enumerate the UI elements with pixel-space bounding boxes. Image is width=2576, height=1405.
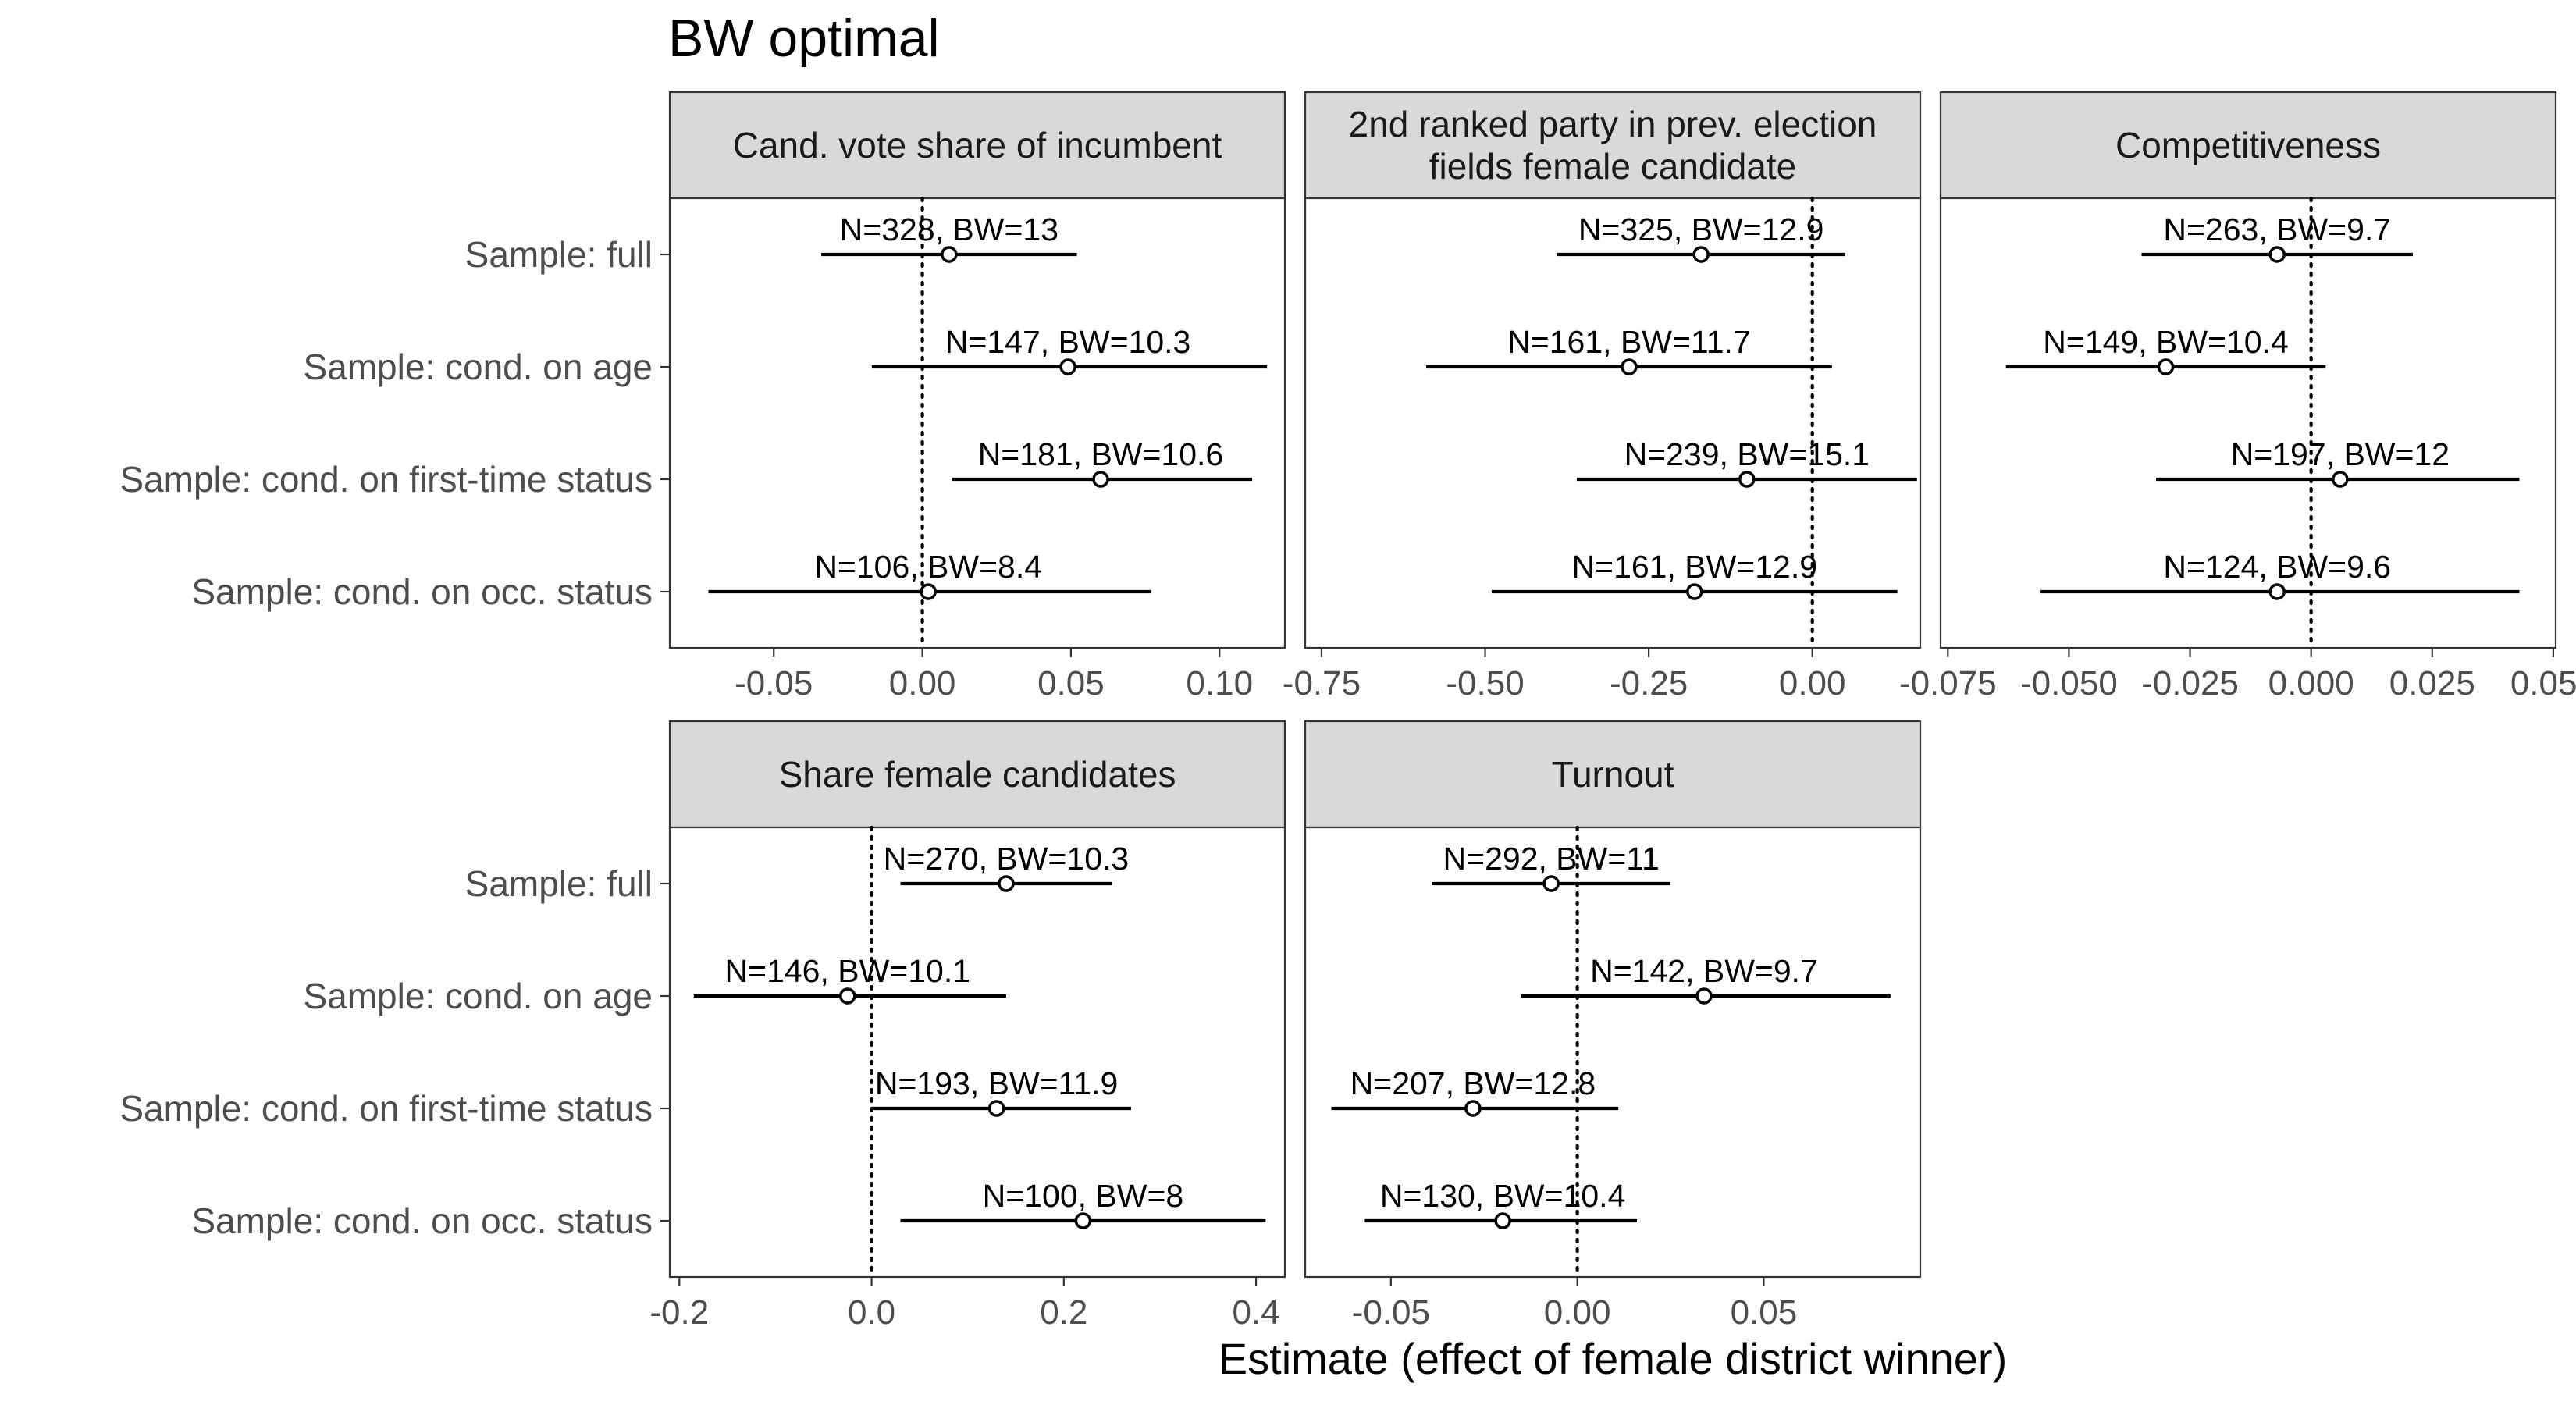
data-label: N=100, BW=8 <box>983 1178 1184 1214</box>
y-tick-label: Sample: full <box>465 234 653 275</box>
point-estimate <box>1092 471 1109 488</box>
point-estimate <box>941 246 958 263</box>
point-estimate <box>1695 987 1713 1005</box>
x-axis-title: Estimate (effect of female district winn… <box>1219 1334 2007 1383</box>
data-label: N=193, BW=11.9 <box>875 1065 1118 1101</box>
facet-strip-label: Cand. vote share of incumbent <box>733 125 1222 165</box>
x-tick-label: -0.05 <box>735 664 813 702</box>
x-tick-label: -0.50 <box>1446 664 1524 702</box>
x-tick-label: 0.2 <box>1040 1293 1087 1332</box>
x-tick-label: 0.4 <box>1232 1293 1279 1332</box>
point-estimate <box>2332 471 2349 488</box>
point-estimate <box>2268 583 2286 600</box>
facet-strip-label: Competitiveness <box>2115 125 2381 165</box>
facet-strip <box>1304 91 1922 200</box>
x-tick-label: 0.0 <box>848 1293 895 1332</box>
point-estimate <box>839 987 856 1005</box>
facet-panel: 2nd ranked party in prev. electionfields… <box>1283 91 1922 702</box>
facet-panel: Share female candidates -0.2 0.0 0.2 0.4 Samp… <box>119 720 1286 1332</box>
point-estimate <box>1542 875 1560 892</box>
data-label: N=325, BW=12.9 <box>1578 212 1824 247</box>
x-tick-label: -0.050 <box>2020 664 2118 702</box>
data-label: N=207, BW=12.8 <box>1350 1065 1596 1101</box>
data-label: N=328, BW=13 <box>840 212 1059 247</box>
panel-background <box>668 826 1286 1279</box>
y-tick-label: Sample: cond. on first-time status <box>119 459 653 500</box>
x-tick-label: -0.075 <box>1899 664 1997 702</box>
x-tick-label: 0.05 <box>1731 1293 1798 1332</box>
x-tick-label: 0.00 <box>1779 664 1846 702</box>
facet-strip <box>668 720 1286 829</box>
y-tick-label: Sample: cond. on occ. status <box>191 1200 653 1241</box>
facet-strip <box>1939 91 2557 200</box>
data-label: N=146, BW=10.1 <box>725 953 971 989</box>
facet-panel: Cand. vote share of incumbent -0.05 0.00 0.… <box>119 91 1286 702</box>
facet-panel: Turnout -0.05 0.00 0.05 N=292, BW=11 N=142, B… <box>1304 720 1922 1332</box>
data-label: N=147, BW=10.3 <box>945 324 1191 360</box>
point-estimate <box>920 583 937 600</box>
y-tick-label: Sample: cond. on first-time status <box>119 1088 653 1129</box>
facet-strip-label: 2nd ranked party in prev. election <box>1349 104 1877 144</box>
y-tick-label: Sample: cond. on age <box>303 347 653 387</box>
point-estimate <box>2157 358 2175 375</box>
data-label: N=239, BW=15.1 <box>1624 436 1870 472</box>
y-tick-label: Sample: cond. on occ. status <box>191 571 653 612</box>
facet-panels: Cand. vote share of incumbent -0.05 0.00 0.… <box>119 91 2576 1332</box>
data-label: N=292, BW=11 <box>1443 841 1660 877</box>
x-tick-label: -0.025 <box>2141 664 2239 702</box>
facet-strip-label: Share female candidates <box>779 754 1176 795</box>
point-estimate <box>1692 246 1710 263</box>
panel-background <box>668 197 1286 649</box>
point-estimate <box>987 1100 1005 1117</box>
point-estimate <box>1686 583 1703 600</box>
panel-background <box>1304 197 1922 649</box>
data-label: N=142, BW=9.7 <box>1590 953 1818 989</box>
point-estimate <box>1059 358 1076 375</box>
point-estimate <box>1738 471 1756 488</box>
data-label: N=124, BW=9.6 <box>2163 549 2391 585</box>
data-label: N=181, BW=10.6 <box>978 436 1224 472</box>
x-tick-label: -0.25 <box>1610 664 1688 702</box>
data-label: N=270, BW=10.3 <box>884 841 1130 877</box>
point-estimate <box>1621 358 1638 375</box>
x-tick-label: -0.2 <box>649 1293 709 1332</box>
facet-strip <box>668 91 1286 200</box>
x-tick-label: -0.75 <box>1283 664 1361 702</box>
x-tick-label: -0.05 <box>1352 1293 1430 1332</box>
x-tick-label: 0.050 <box>2510 664 2576 702</box>
data-label: N=161, BW=12.9 <box>1572 549 1818 585</box>
data-label: N=149, BW=10.4 <box>2043 324 2289 360</box>
y-tick-label: Sample: full <box>465 863 653 904</box>
x-tick-label: 0.00 <box>889 664 956 702</box>
chart-title: BW optimal <box>668 9 940 68</box>
x-tick-label: 0.025 <box>2389 664 2475 702</box>
facet-strip-label: fields female candidate <box>1429 146 1797 187</box>
data-label: N=106, BW=8.4 <box>814 549 1042 585</box>
x-tick-label: 0.000 <box>2268 664 2354 702</box>
data-label: N=197, BW=12 <box>2231 436 2450 472</box>
point-estimate <box>1464 1100 1482 1117</box>
point-estimate <box>1494 1212 1511 1229</box>
data-label: N=161, BW=11.7 <box>1507 324 1750 360</box>
facet-strip-label: Turnout <box>1552 754 1674 795</box>
x-tick-label: 0.10 <box>1186 664 1253 702</box>
y-tick-label: Sample: cond. on age <box>303 976 653 1016</box>
data-label: N=263, BW=9.7 <box>2163 212 2391 247</box>
facet-strip <box>1304 720 1922 829</box>
x-tick-label: 0.05 <box>1037 664 1105 702</box>
point-estimate <box>998 875 1015 892</box>
panel-background <box>1939 197 2557 649</box>
point-estimate <box>2268 246 2286 263</box>
data-label: N=130, BW=10.4 <box>1380 1178 1626 1214</box>
panel-background <box>1304 826 1922 1279</box>
facet-panel: Competitiveness -0.075 -0.050 -0.025 0.000 0.… <box>1899 91 2576 702</box>
x-tick-label: 0.00 <box>1544 1293 1611 1332</box>
point-estimate <box>1074 1212 1092 1229</box>
